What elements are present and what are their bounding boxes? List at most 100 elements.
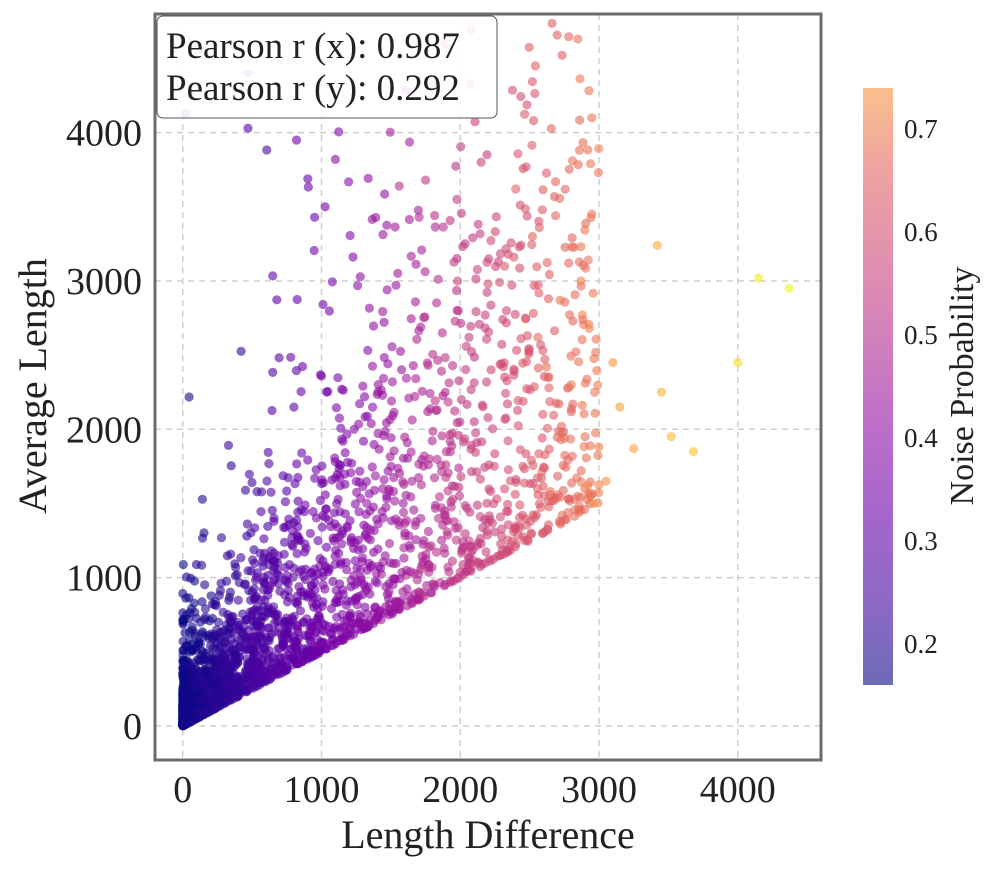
data-point-outlier-7 bbox=[629, 443, 639, 454]
data-point bbox=[381, 502, 391, 512]
data-point bbox=[580, 225, 590, 235]
data-point bbox=[528, 308, 539, 318]
data-point bbox=[201, 667, 211, 677]
data-point bbox=[357, 553, 367, 563]
data-point bbox=[528, 460, 538, 471]
data-point bbox=[431, 547, 441, 557]
y-tick-label-3: 3000 bbox=[66, 261, 142, 303]
data-point bbox=[566, 351, 576, 361]
data-point-outlier-22 bbox=[511, 184, 521, 194]
data-point bbox=[567, 451, 577, 461]
data-point bbox=[515, 263, 525, 273]
data-point bbox=[573, 34, 583, 44]
data-point bbox=[511, 345, 522, 355]
data-point bbox=[486, 236, 496, 246]
data-point bbox=[440, 579, 450, 589]
data-point bbox=[486, 300, 496, 310]
data-point bbox=[468, 233, 478, 243]
data-point bbox=[594, 143, 604, 154]
data-point bbox=[313, 536, 323, 546]
data-point bbox=[594, 442, 604, 452]
data-point bbox=[470, 117, 480, 127]
data-point bbox=[443, 486, 453, 496]
data-point bbox=[317, 522, 327, 532]
data-point bbox=[386, 433, 396, 443]
data-point bbox=[226, 461, 236, 471]
data-point bbox=[530, 88, 540, 99]
data-point bbox=[491, 212, 501, 222]
data-point bbox=[334, 413, 344, 423]
data-point-outlier-24 bbox=[483, 279, 493, 289]
data-point bbox=[482, 287, 492, 297]
data-point bbox=[408, 361, 418, 371]
data-point bbox=[536, 340, 546, 350]
data-point bbox=[488, 424, 498, 434]
data-point bbox=[409, 568, 419, 579]
data-point bbox=[369, 439, 379, 450]
data-point bbox=[438, 391, 448, 401]
data-point bbox=[286, 352, 296, 362]
data-point bbox=[287, 532, 297, 543]
data-point bbox=[253, 640, 263, 650]
colorbar-tick-4: 0.6 bbox=[904, 217, 938, 247]
data-point bbox=[566, 404, 577, 414]
data-point bbox=[218, 607, 228, 617]
data-point bbox=[241, 635, 251, 645]
data-point bbox=[522, 211, 532, 221]
data-point bbox=[428, 426, 438, 436]
data-point bbox=[592, 366, 602, 376]
data-point bbox=[482, 150, 492, 160]
data-point bbox=[417, 245, 427, 255]
data-point bbox=[259, 553, 269, 563]
data-point bbox=[207, 613, 218, 624]
data-point bbox=[184, 593, 194, 603]
data-point bbox=[272, 295, 282, 305]
data-point bbox=[292, 294, 302, 305]
data-point bbox=[464, 553, 474, 563]
data-point bbox=[525, 385, 535, 395]
data-point bbox=[385, 452, 395, 462]
data-point bbox=[441, 447, 451, 457]
data-point bbox=[257, 487, 267, 497]
data-point bbox=[527, 140, 537, 150]
data-point bbox=[320, 202, 330, 212]
data-point bbox=[216, 578, 226, 588]
data-point bbox=[502, 399, 513, 409]
data-point bbox=[330, 453, 340, 463]
data-point bbox=[558, 460, 568, 470]
data-point bbox=[382, 285, 392, 295]
data-point bbox=[429, 473, 440, 483]
data-point bbox=[335, 579, 345, 589]
data-point bbox=[186, 573, 196, 583]
data-point bbox=[502, 376, 512, 386]
data-point bbox=[507, 85, 518, 95]
data-point bbox=[300, 500, 310, 510]
data-point bbox=[552, 30, 562, 40]
y-tick-label-0: 0 bbox=[123, 706, 142, 748]
data-point bbox=[320, 512, 330, 522]
data-point bbox=[430, 210, 440, 221]
data-point bbox=[180, 716, 190, 726]
data-point-outlier-29 bbox=[291, 135, 302, 145]
data-point bbox=[241, 615, 251, 625]
data-point bbox=[249, 584, 259, 594]
data-point bbox=[445, 430, 455, 440]
data-point bbox=[433, 513, 443, 523]
data-point bbox=[200, 604, 210, 614]
data-point bbox=[251, 681, 261, 691]
data-point bbox=[229, 662, 239, 672]
data-point bbox=[232, 570, 242, 580]
data-point bbox=[193, 637, 203, 647]
data-point bbox=[283, 585, 293, 595]
data-point bbox=[230, 621, 240, 631]
data-point bbox=[440, 510, 450, 520]
data-point bbox=[456, 394, 466, 405]
data-point bbox=[461, 365, 471, 375]
pearson-x-text: Pearson r (x): 0.987 bbox=[166, 26, 460, 67]
data-point-outlier-30 bbox=[243, 123, 253, 133]
data-point bbox=[221, 643, 231, 653]
data-point bbox=[182, 640, 192, 651]
data-point bbox=[492, 551, 502, 561]
data-point bbox=[537, 467, 547, 477]
data-point bbox=[236, 553, 246, 563]
